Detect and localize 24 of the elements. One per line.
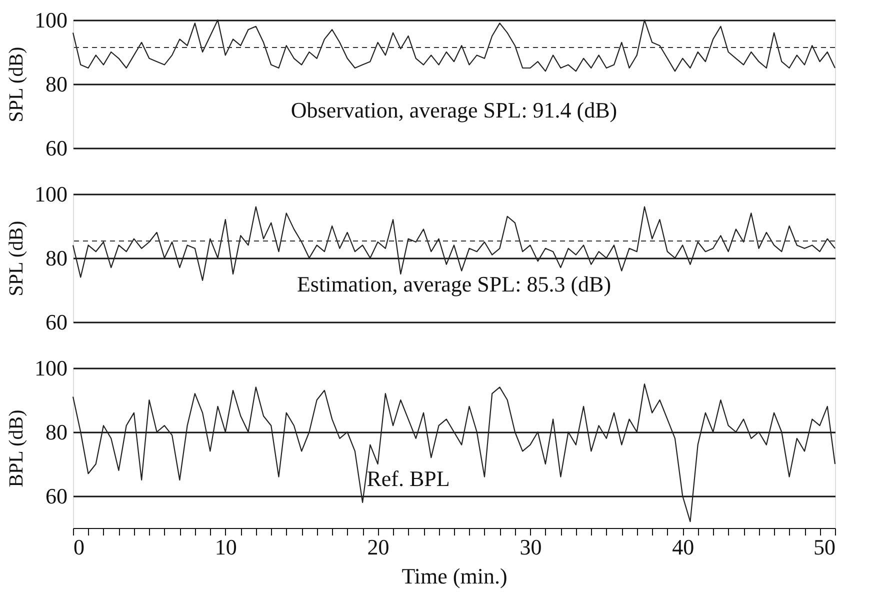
y-tick-label: 60	[46, 310, 68, 334]
y-axis-title: SPL (dB)	[6, 46, 28, 122]
y-tick-label: 100	[34, 356, 68, 380]
y-tick-label: 100	[34, 8, 68, 32]
x-tick-label: 50	[814, 534, 836, 560]
x-tick-label: 20	[367, 534, 390, 560]
x-tick-label: 40	[672, 534, 694, 560]
x-tick-label: 30	[520, 534, 542, 560]
y-axis-title: SPL (dB)	[6, 220, 28, 296]
y-tick-label: 60	[46, 484, 68, 508]
x-tick-label: 0	[74, 534, 84, 560]
line-series	[72, 383, 836, 522]
annotation: Estimation, average SPL: 85.3 (dB)	[296, 271, 612, 296]
y-tick-label: 80	[46, 420, 68, 444]
line-series	[72, 19, 836, 72]
y-axis-title: BPL (dB)	[6, 410, 28, 488]
y-tick-label: 100	[34, 182, 68, 206]
annotation: Ref. BPL	[366, 466, 450, 492]
annotation: Observation, average SPL: 91.4 (dB)	[290, 97, 618, 122]
y-tick-label: 80	[46, 72, 68, 96]
y-tick-label: 60	[46, 136, 68, 160]
y-tick-label: 80	[46, 246, 68, 270]
x-axis-title: Time (min.)	[402, 564, 508, 588]
x-tick-label: 10	[214, 534, 237, 560]
